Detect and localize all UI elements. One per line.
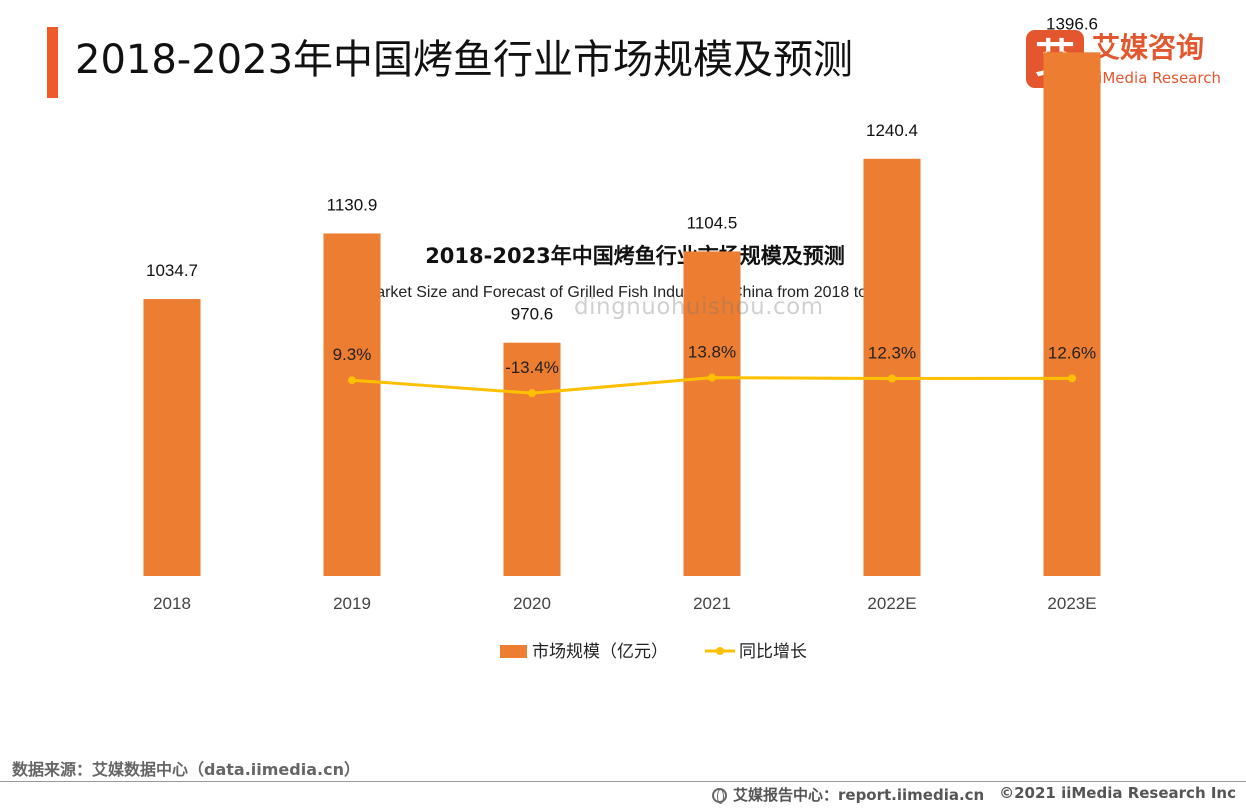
x-tick-label-2020: 2020 [513, 594, 551, 613]
growth-label-2022E: 12.3% [868, 343, 916, 362]
growth-point-2021 [708, 373, 716, 382]
x-axis: 2018 2019 2020 2021 2022E 2023E [153, 594, 1097, 613]
legend-line-label: 同比增长 [739, 642, 807, 662]
watermark: dingnuohuishou.com [574, 294, 824, 320]
chart-subtitle: Market Size and Forecast of Grilled Fish… [363, 284, 907, 301]
growth-line-series: 9.3% -13.4% 13.8% 12.3% 12.6% [333, 343, 1096, 398]
bar-value-label-2020: 970.6 [511, 305, 554, 324]
chart-title: 2018-2023年中国烤鱼行业市场规模及预测 [425, 244, 845, 268]
report-center: 艾媒报告中心：report.iimedia.cn [712, 784, 984, 805]
footer-divider [0, 781, 1246, 782]
legend-line-marker [716, 647, 724, 655]
bar-2023E [1043, 52, 1101, 577]
x-tick-label-2019: 2019 [333, 594, 371, 613]
legend-bar-label: 市场规模（亿元） [532, 642, 668, 662]
growth-point-2019 [348, 376, 356, 385]
growth-label-2020: -13.4% [505, 358, 559, 377]
growth-point-2020 [528, 389, 536, 398]
bar-2018 [143, 299, 201, 576]
title-accent-bar [47, 27, 58, 98]
bar-value-label-2019: 1130.9 [327, 195, 378, 214]
legend: 市场规模（亿元） 同比增长 [500, 642, 807, 662]
x-tick-label-2022E: 2022E [867, 594, 916, 613]
copyright: ©2021 iiMedia Research Inc [999, 784, 1236, 802]
bar-value-label-2018: 1034.7 [146, 261, 198, 280]
bar-value-label-2023E: 1396.6 [1046, 14, 1098, 33]
bar-value-label-2022E: 1240.4 [866, 121, 918, 140]
logo-name-cn: 艾媒咨询 [1092, 31, 1205, 64]
logo-name-en: iiMedia Research [1094, 69, 1221, 87]
globe-icon [712, 788, 727, 804]
bar-series: 1034.7 1130.9 970.6 1104.5 1240.4 1396.6 [143, 14, 1101, 577]
growth-point-2022E [888, 374, 896, 383]
growth-label-2023E: 12.6% [1048, 343, 1096, 362]
growth-label-2019: 9.3% [333, 345, 372, 364]
growth-label-2021: 13.8% [688, 343, 736, 362]
bar-2019 [323, 233, 381, 577]
bar-2020 [503, 342, 561, 576]
data-source: 数据来源：艾媒数据中心（data.iimedia.cn） [12, 760, 360, 779]
report-center-text: 艾媒报告中心：report.iimedia.cn [733, 786, 985, 804]
bar-2021 [683, 251, 741, 576]
growth-point-2023E [1068, 374, 1076, 383]
x-tick-label-2021: 2021 [693, 594, 731, 613]
x-tick-label-2018: 2018 [153, 594, 191, 613]
bar-2022E [863, 158, 921, 576]
legend-bar-swatch [500, 645, 527, 658]
bar-value-label-2021: 1104.5 [687, 213, 738, 232]
page-title: 2018-2023年中国烤鱼行业市场规模及预测 [75, 37, 854, 83]
x-tick-label-2023E: 2023E [1047, 594, 1096, 613]
